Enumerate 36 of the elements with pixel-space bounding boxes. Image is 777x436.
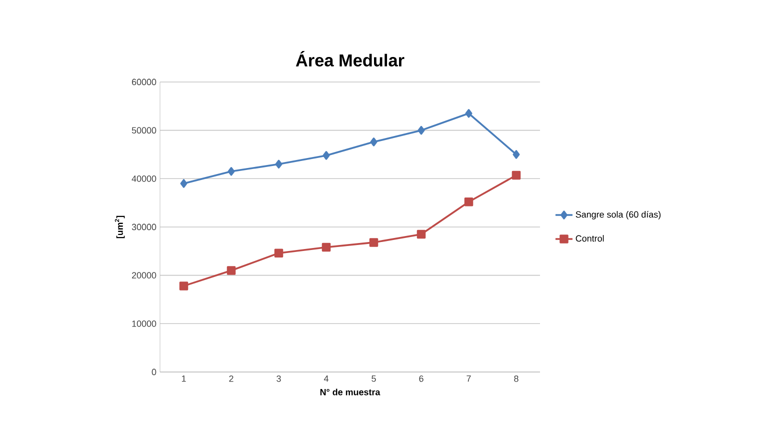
y-axis-title: [um$^{2}$] xyxy=(114,216,125,238)
y-tick-label: 60000 xyxy=(132,78,156,86)
point xyxy=(275,160,282,169)
point xyxy=(274,248,284,258)
y-tick-label: 0 xyxy=(152,368,156,376)
x-tick-label: 8 xyxy=(514,376,518,382)
x-axis-title: N° de muestra xyxy=(320,388,380,396)
x-tick-label: 4 xyxy=(324,376,328,382)
y-tick-label: 40000 xyxy=(132,175,156,182)
point xyxy=(180,179,188,188)
x-tick-label: 5 xyxy=(372,376,376,382)
point xyxy=(465,109,472,118)
point xyxy=(416,230,426,239)
y-tick-label: 10000 xyxy=(132,320,156,327)
x-tick-label: 1 xyxy=(182,376,186,382)
point xyxy=(179,282,188,290)
y-tick-label: 30000 xyxy=(132,224,156,230)
x-tick-label: 7 xyxy=(466,376,471,382)
chart-title: Área Medular xyxy=(296,51,404,66)
point xyxy=(226,266,236,275)
point xyxy=(228,167,235,176)
point xyxy=(418,126,425,135)
y-tick-label: 50000 xyxy=(132,127,156,134)
point xyxy=(512,150,520,159)
point xyxy=(322,151,330,160)
x-tick-label: 3 xyxy=(276,376,281,382)
point xyxy=(369,238,378,247)
point xyxy=(512,170,521,180)
legend-label: Control xyxy=(576,235,604,242)
y-tick-label: 20000 xyxy=(132,272,156,278)
x-tick-label: 2 xyxy=(229,376,234,382)
point xyxy=(322,242,331,252)
point xyxy=(464,197,474,206)
x-tick-label: 6 xyxy=(419,376,424,382)
legend-label: Sangre sola (60 días) xyxy=(576,210,661,220)
point xyxy=(370,138,378,146)
